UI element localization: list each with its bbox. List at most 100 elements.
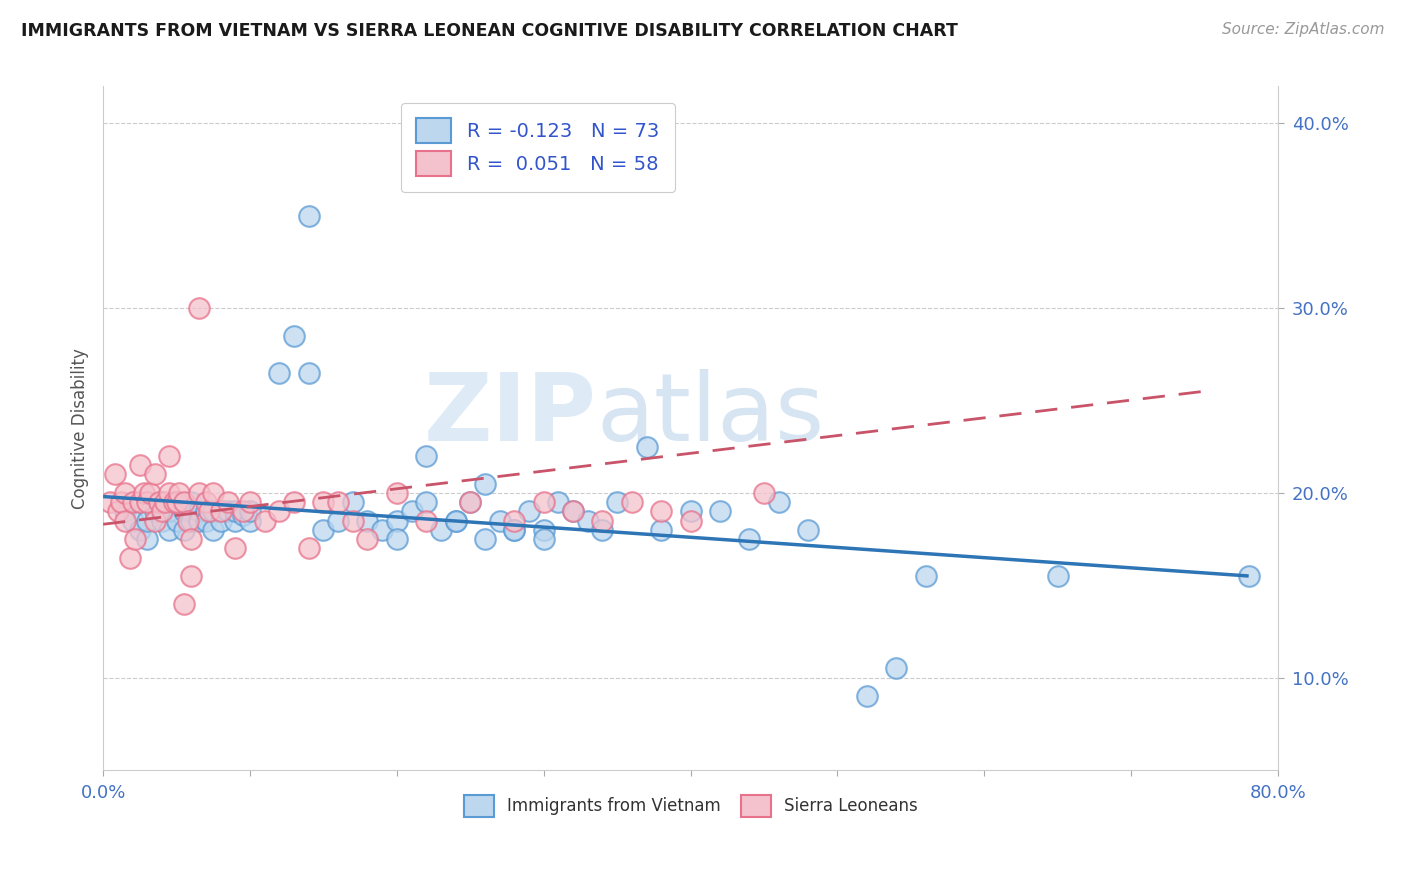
Point — [371, 523, 394, 537]
Point — [202, 486, 225, 500]
Point — [128, 523, 150, 537]
Point — [385, 486, 408, 500]
Point — [104, 467, 127, 482]
Point — [194, 514, 217, 528]
Point — [173, 523, 195, 537]
Point — [121, 514, 143, 528]
Point — [650, 504, 672, 518]
Point — [592, 523, 614, 537]
Point — [187, 504, 209, 518]
Point — [166, 495, 188, 509]
Point — [239, 504, 262, 518]
Point — [326, 495, 349, 509]
Point — [547, 495, 569, 509]
Point — [253, 514, 276, 528]
Point — [474, 476, 496, 491]
Point — [139, 486, 162, 500]
Text: Source: ZipAtlas.com: Source: ZipAtlas.com — [1222, 22, 1385, 37]
Point — [488, 514, 510, 528]
Point — [415, 449, 437, 463]
Point — [914, 569, 936, 583]
Point — [752, 486, 775, 500]
Point — [177, 514, 200, 528]
Point — [709, 504, 731, 518]
Point — [298, 366, 321, 380]
Point — [173, 504, 195, 518]
Point — [136, 495, 159, 509]
Point — [298, 209, 321, 223]
Point — [198, 504, 221, 518]
Point — [239, 514, 262, 528]
Point — [1046, 569, 1069, 583]
Point — [173, 597, 195, 611]
Point — [202, 523, 225, 537]
Point — [269, 504, 291, 518]
Point — [224, 514, 246, 528]
Point — [110, 495, 132, 509]
Point — [124, 532, 146, 546]
Point — [562, 504, 585, 518]
Point — [224, 541, 246, 556]
Point — [458, 495, 481, 509]
Point — [194, 504, 217, 518]
Point — [533, 532, 555, 546]
Point — [232, 508, 254, 522]
Point — [173, 495, 195, 509]
Point — [576, 514, 599, 528]
Point — [533, 523, 555, 537]
Point — [136, 514, 159, 528]
Point — [157, 523, 180, 537]
Point — [114, 486, 136, 500]
Point — [157, 486, 180, 500]
Point — [444, 514, 467, 528]
Point — [298, 541, 321, 556]
Point — [118, 550, 141, 565]
Point — [458, 495, 481, 509]
Point — [768, 495, 790, 509]
Point — [650, 523, 672, 537]
Point — [100, 495, 122, 509]
Point — [209, 504, 232, 518]
Point — [606, 495, 628, 509]
Point — [162, 495, 184, 509]
Point — [180, 514, 202, 528]
Point — [503, 523, 526, 537]
Point — [143, 467, 166, 482]
Point — [592, 514, 614, 528]
Point — [738, 532, 761, 546]
Point — [128, 495, 150, 509]
Point — [180, 569, 202, 583]
Point — [856, 689, 879, 703]
Point — [620, 495, 643, 509]
Point — [562, 504, 585, 518]
Point — [153, 495, 176, 509]
Point — [194, 495, 217, 509]
Point — [232, 504, 254, 518]
Point — [187, 486, 209, 500]
Point — [415, 495, 437, 509]
Point — [224, 504, 246, 518]
Point — [202, 504, 225, 518]
Point — [121, 495, 143, 509]
Point — [166, 514, 188, 528]
Point — [180, 495, 202, 509]
Point — [114, 504, 136, 518]
Point — [180, 532, 202, 546]
Text: ZIP: ZIP — [423, 368, 596, 460]
Point — [1237, 569, 1260, 583]
Point — [283, 495, 305, 509]
Point — [217, 504, 239, 518]
Point — [187, 301, 209, 315]
Point — [239, 495, 262, 509]
Point — [517, 504, 540, 518]
Point — [114, 514, 136, 528]
Point — [533, 495, 555, 509]
Point — [209, 514, 232, 528]
Point — [884, 661, 907, 675]
Point — [356, 514, 378, 528]
Point — [143, 504, 166, 518]
Point — [312, 495, 335, 509]
Point — [342, 495, 364, 509]
Point — [283, 328, 305, 343]
Point — [134, 486, 156, 500]
